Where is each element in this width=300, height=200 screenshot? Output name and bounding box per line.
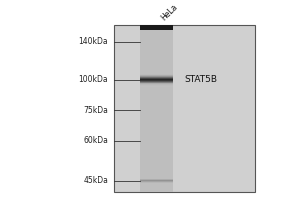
Text: 45kDa: 45kDa (83, 176, 108, 185)
Bar (140, 84, 172, 85)
Bar (140, 77, 172, 78)
Bar (140, 82, 172, 83)
Bar (140, 76, 172, 77)
Text: HeLa: HeLa (159, 3, 179, 23)
Bar (140, 80, 172, 81)
Text: 60kDa: 60kDa (83, 136, 108, 145)
Bar (140, 74, 172, 75)
Bar (140, 86, 172, 87)
Text: 100kDa: 100kDa (78, 75, 108, 84)
Bar (114, 25, 255, 192)
Bar (140, 25, 172, 30)
Text: 140kDa: 140kDa (78, 37, 108, 46)
Bar (140, 79, 172, 80)
Bar (140, 81, 172, 82)
Text: 75kDa: 75kDa (83, 106, 108, 115)
Text: STAT5B: STAT5B (184, 75, 218, 84)
Bar (140, 78, 172, 79)
Bar (140, 85, 172, 86)
Bar (140, 179, 172, 180)
Bar (140, 182, 172, 183)
Bar (140, 25, 172, 192)
Bar (140, 181, 172, 182)
Bar (140, 83, 172, 84)
Bar (140, 180, 172, 181)
Bar (140, 75, 172, 76)
Bar (140, 73, 172, 74)
